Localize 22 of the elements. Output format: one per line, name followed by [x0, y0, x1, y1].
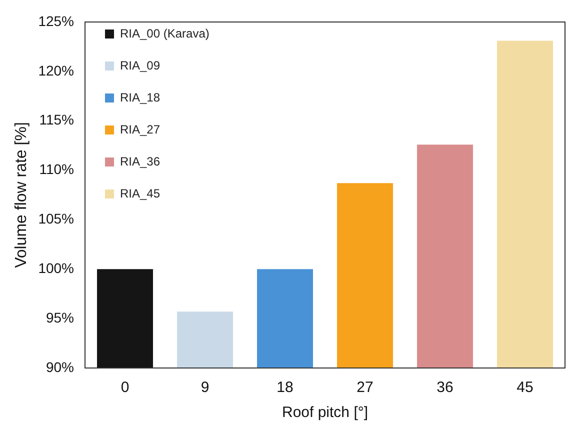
legend-label: RIA_18 [120, 90, 160, 104]
y-axis-title: Volume flow rate [%] [13, 122, 30, 268]
x-tick-label: 18 [276, 379, 294, 396]
y-tick-label: 110% [39, 161, 74, 178]
legend-label: RIA_27 [120, 122, 160, 136]
legend-label: RIA_00 (Karava) [120, 26, 210, 40]
legend-label: RIA_45 [120, 186, 160, 200]
legend-label: RIA_09 [120, 58, 160, 72]
y-tick-label: 125% [38, 12, 74, 29]
y-tick-label: 105% [38, 210, 74, 227]
x-tick-label: 9 [200, 379, 210, 396]
x-tick-label: 45 [516, 379, 534, 396]
y-tick-label: 95% [46, 309, 74, 326]
legend-label: RIA_36 [120, 154, 160, 168]
x-tick-label: 36 [436, 379, 454, 396]
y-tick-label: 90% [46, 358, 74, 375]
x-axis-title: Roof pitch [°] [282, 404, 368, 422]
y-tick-label: 120% [38, 62, 74, 78]
y-tick-label: 115% [39, 112, 74, 128]
x-tick-label: 27 [356, 379, 374, 396]
x-tick-label: 0 [120, 379, 130, 396]
y-tick-label: 100% [38, 260, 74, 276]
